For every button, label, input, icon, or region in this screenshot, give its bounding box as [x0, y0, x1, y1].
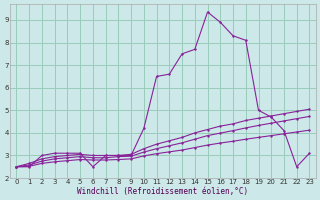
X-axis label: Windchill (Refroidissement éolien,°C): Windchill (Refroidissement éolien,°C): [77, 187, 249, 196]
